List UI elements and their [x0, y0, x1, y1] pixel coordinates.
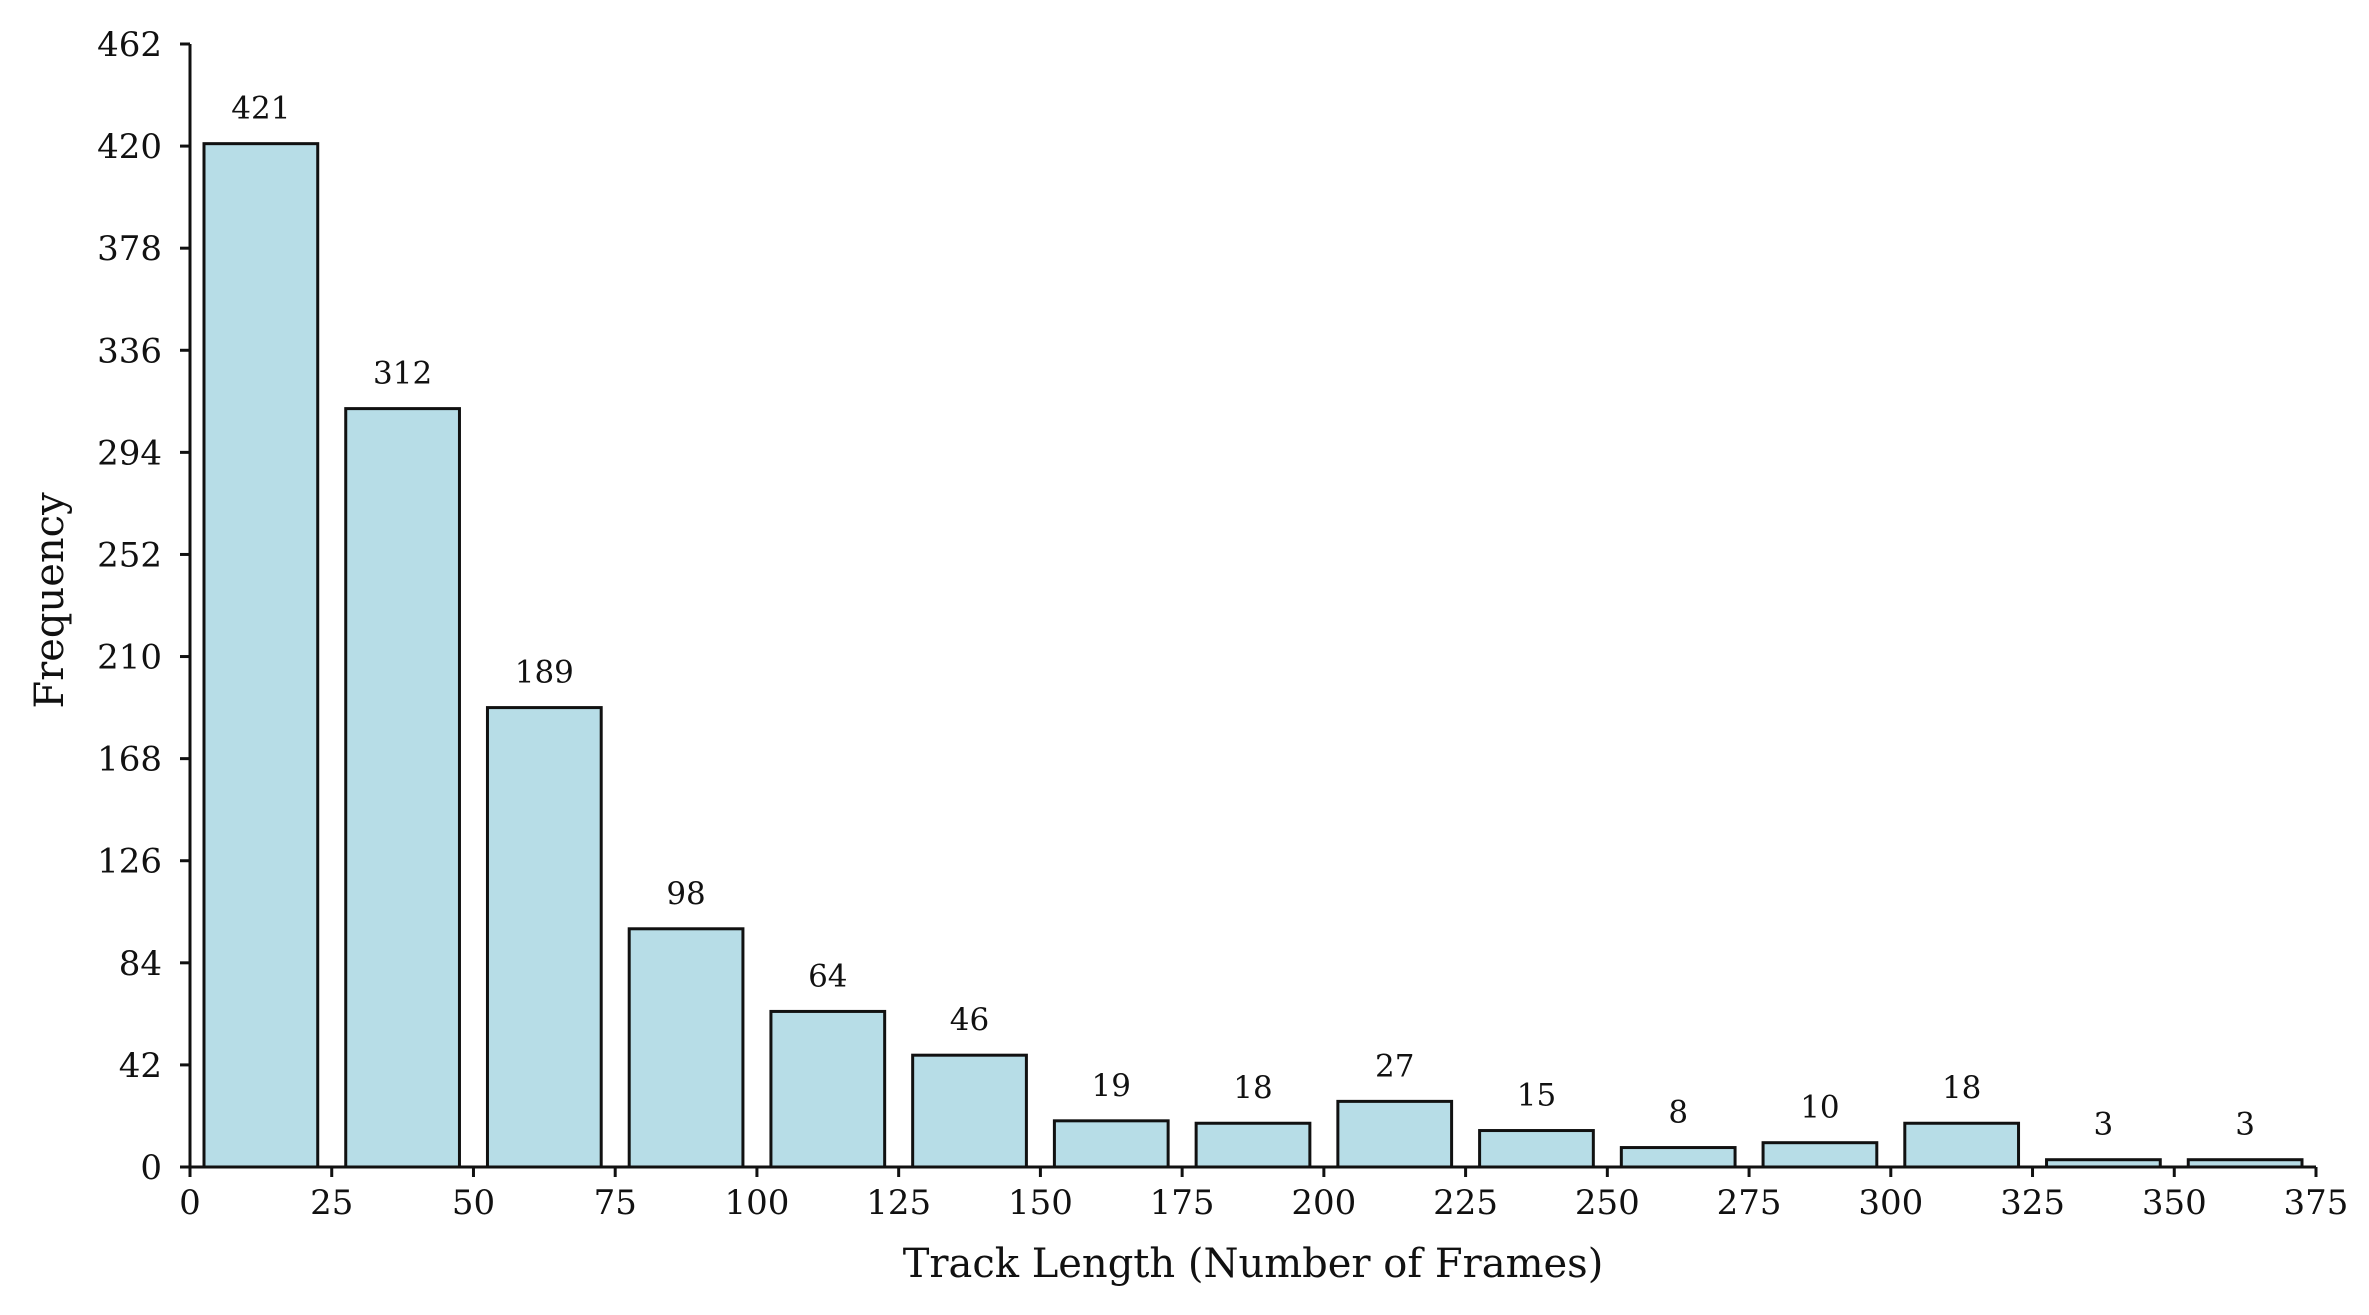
histogram-bar [1903, 1121, 2021, 1169]
y-tick-label: 0 [140, 1148, 162, 1188]
y-tick-label: 378 [97, 229, 162, 269]
y-tick-label: 210 [97, 638, 162, 678]
x-tick-label: 200 [1291, 1183, 1356, 1223]
axes-layer [188, 44, 2316, 1169]
histogram-bar [1052, 1119, 1170, 1169]
histogram-bar [627, 927, 745, 1169]
x-tick-label: 225 [1433, 1183, 1498, 1223]
x-tick-label: 75 [594, 1183, 637, 1223]
bar-value-label: 189 [515, 655, 574, 691]
y-axis-title: Frequency [27, 492, 73, 709]
y-tick-label: 42 [119, 1046, 162, 1086]
bar-value-label: 27 [1375, 1048, 1414, 1084]
bar-value-label: 421 [231, 91, 290, 127]
histogram-bar [485, 706, 603, 1169]
bar-value-label: 19 [1092, 1068, 1131, 1104]
x-tick-label: 25 [310, 1183, 353, 1223]
y-tick-label: 126 [97, 842, 162, 882]
x-tick-label: 0 [179, 1183, 201, 1223]
x-tick-label: 125 [866, 1183, 931, 1223]
bar-value-label: 64 [808, 958, 847, 994]
x-tick-label: 100 [724, 1183, 789, 1223]
histogram-bar [769, 1009, 887, 1169]
bars-layer [202, 142, 2304, 1169]
bar-value-label: 312 [373, 356, 432, 392]
data-labels-layer: 421 312 189 98 64 46 19 18 27 15 8 10 18 3 3 [231, 91, 2255, 1143]
x-tick-label: 150 [1008, 1183, 1073, 1223]
x-ticks-layer: 0 25 50 75 100 125 150 175 200 225 250 275 300 325 350… [179, 1167, 2348, 1223]
histogram-bar [911, 1053, 1028, 1169]
y-tick-label: 84 [119, 944, 162, 984]
y-ticks-layer: 0 42 84 126 168 210 252 294 336 378 420 462 [97, 25, 190, 1188]
y-tick-label: 168 [97, 740, 162, 780]
histogram-bar [1336, 1099, 1454, 1169]
bar-value-label: 98 [666, 876, 705, 912]
x-tick-label: 350 [2142, 1183, 2207, 1223]
x-tick-label: 325 [2000, 1183, 2065, 1223]
y-tick-label: 462 [97, 25, 162, 65]
y-tick-label: 420 [97, 127, 162, 167]
bar-value-label: 15 [1517, 1078, 1556, 1114]
histogram-bar [1619, 1146, 1737, 1169]
bar-value-label: 8 [1668, 1095, 1688, 1131]
y-tick-label: 336 [97, 331, 162, 371]
bar-value-label: 10 [1800, 1090, 1839, 1126]
histogram-bar [1194, 1121, 1312, 1169]
histogram-bar [202, 142, 320, 1169]
bar-value-label: 3 [2094, 1107, 2114, 1143]
y-tick-label: 294 [97, 433, 162, 473]
x-axis-title: Track Length (Number of Frames) [903, 1241, 1604, 1287]
x-tick-label: 275 [1717, 1183, 1782, 1223]
y-tick-label: 252 [97, 535, 162, 575]
bar-value-label: 46 [950, 1002, 989, 1038]
x-tick-label: 375 [2284, 1183, 2349, 1223]
x-tick-label: 250 [1575, 1183, 1640, 1223]
bar-value-label: 18 [1942, 1070, 1981, 1106]
bar-value-label: 18 [1233, 1070, 1272, 1106]
x-tick-label: 175 [1150, 1183, 1215, 1223]
histogram-bar [344, 407, 461, 1169]
bar-value-label: 3 [2235, 1107, 2255, 1143]
x-tick-label: 300 [1858, 1183, 1923, 1223]
histogram-bar [1761, 1141, 1879, 1169]
x-tick-label: 50 [452, 1183, 495, 1223]
histogram-bar [1478, 1129, 1595, 1169]
